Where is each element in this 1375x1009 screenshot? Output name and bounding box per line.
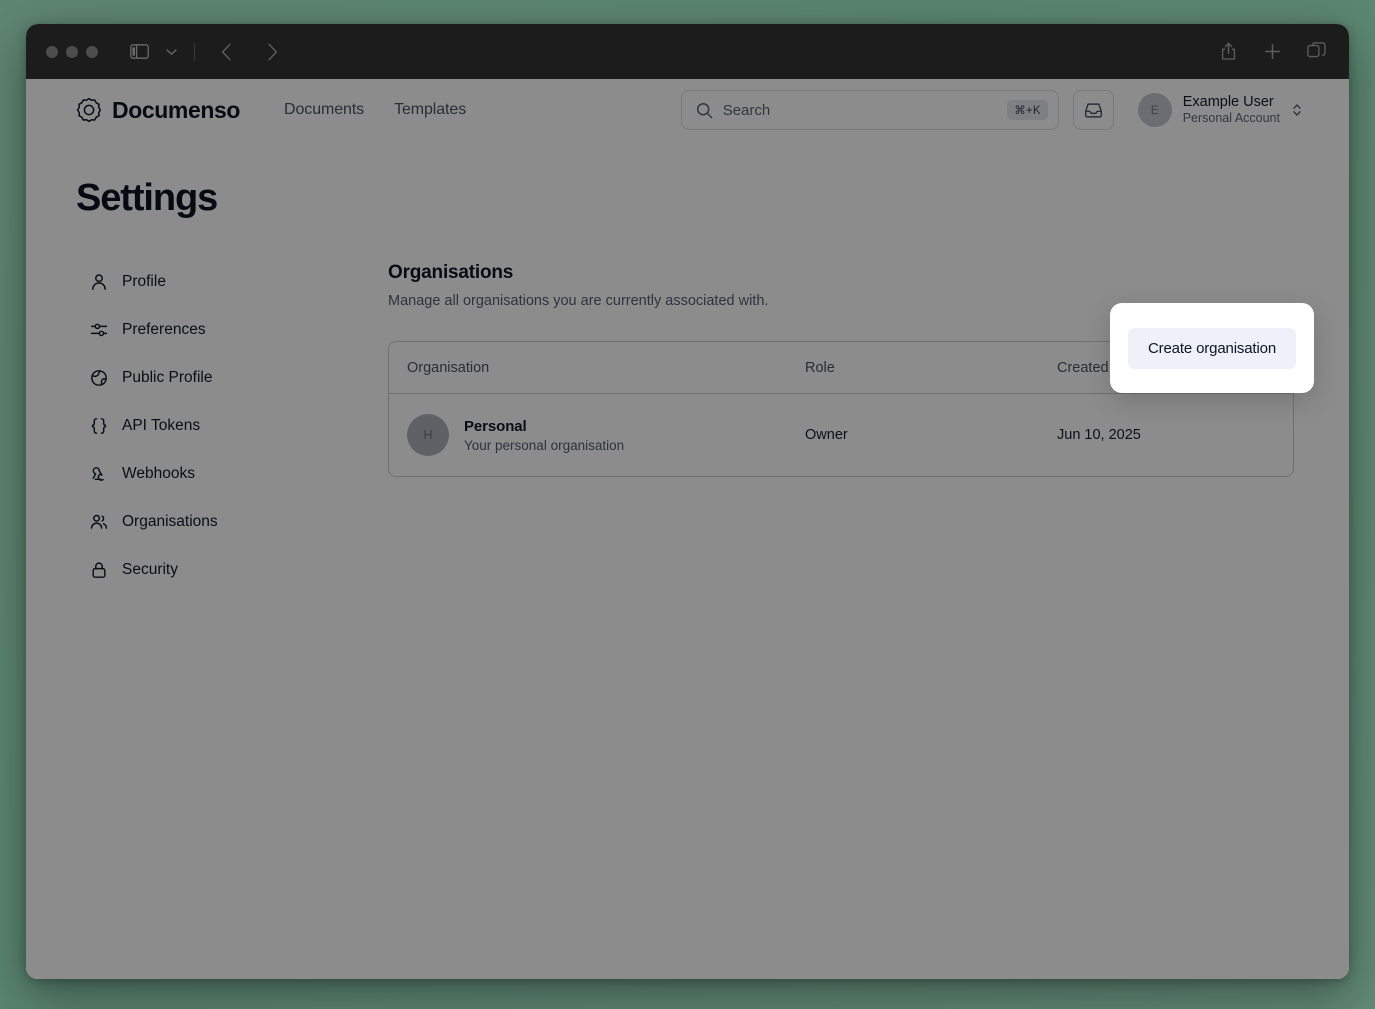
traffic-lights (46, 45, 98, 58)
header-right: Search ⌘+K E Example User Per (680, 90, 1303, 130)
sidebar-item-webhooks[interactable]: Webhooks (76, 454, 354, 494)
cell-role: Owner (805, 427, 848, 443)
close-window-button[interactable] (46, 45, 58, 58)
section-title: Organisations (388, 262, 514, 283)
search-placeholder: Search (722, 101, 771, 119)
new-tab-icon[interactable] (1257, 38, 1287, 66)
sidebar-item-preferences[interactable]: Preferences (76, 310, 354, 350)
user-subtitle: Personal Account (1182, 111, 1280, 126)
chevron-up-down-icon (1291, 101, 1303, 119)
forward-icon[interactable] (257, 38, 287, 66)
search-shortcut-badge: ⌘+K (1007, 100, 1048, 120)
sidebar-item-public-profile[interactable]: Public Profile (76, 358, 354, 398)
user-name: Example User (1182, 94, 1274, 111)
sidebar-item-label: Organisations (122, 513, 218, 530)
sidebar-item-label: Security (122, 561, 178, 578)
toolbar-divider (194, 42, 195, 61)
minimize-window-button[interactable] (66, 45, 78, 58)
sidebar-item-security[interactable]: Security (76, 550, 354, 590)
sidebar-item-label: Webhooks (122, 465, 195, 482)
create-organisation-slot (1103, 262, 1303, 302)
users-icon (90, 513, 108, 531)
back-icon[interactable] (211, 38, 241, 66)
inbox-button[interactable] (1072, 90, 1114, 130)
sliders-icon (90, 321, 108, 339)
cell-organisation: H Personal Your personal organisation (407, 414, 805, 456)
table-row[interactable]: H Personal Your personal organisation Ow… (389, 394, 1293, 476)
brand-logo[interactable]: Documenso (76, 97, 240, 124)
main-nav: Documents Templates (284, 101, 466, 119)
avatar: E (1137, 93, 1172, 127)
inbox-icon (1084, 101, 1103, 120)
tab-overview-icon[interactable] (1301, 38, 1331, 66)
sidebar-item-label: Public Profile (122, 369, 213, 386)
app-header: Documenso Documents Templates Search ⌘+K (26, 79, 1349, 141)
documenso-badge-icon (76, 97, 102, 123)
sidebar-item-organisations[interactable]: Organisations (76, 502, 354, 542)
column-header-organisation: Organisation (407, 359, 490, 376)
sidebar-toggle-icon[interactable] (124, 38, 154, 66)
maximize-window-button[interactable] (86, 45, 98, 58)
organisations-header: Organisations Manage all organisations y… (388, 262, 1303, 309)
organisation-description: Your personal organisation (464, 437, 625, 453)
cell-created-at: Jun 10, 2025 (1057, 427, 1141, 443)
brand-name: Documenso (112, 96, 241, 123)
user-account-menu[interactable]: E Example User Personal Account (1128, 93, 1303, 127)
sidebar-item-profile[interactable]: Profile (76, 262, 354, 302)
organisation-name: Personal (464, 417, 527, 435)
nav-link-templates[interactable]: Templates (394, 101, 467, 118)
user-info: Example User Personal Account (1183, 93, 1280, 127)
braces-icon (90, 417, 108, 435)
lock-icon (90, 561, 108, 579)
share-icon[interactable] (1213, 38, 1243, 66)
create-organisation-button[interactable]: Create organisation (1127, 327, 1297, 369)
organisation-text: Personal Your personal organisation (464, 418, 624, 453)
browser-toolbar-right (1213, 24, 1331, 79)
nav-link-documents[interactable]: Documents (284, 101, 365, 118)
page-title: Settings (76, 177, 218, 219)
browser-window: Documenso Documents Templates Search ⌘+K (26, 24, 1349, 979)
browser-titlebar (26, 24, 1349, 79)
user-icon (90, 273, 108, 291)
search-icon (696, 102, 713, 119)
sidebar-item-api-tokens[interactable]: API Tokens (76, 406, 354, 446)
webhook-icon (90, 465, 108, 483)
organisations-heading-group: Organisations Manage all organisations y… (388, 262, 768, 309)
section-description: Manage all organisations you are current… (388, 293, 769, 309)
settings-sidebar: Profile (76, 260, 354, 598)
sidebar-item-label: Profile (122, 273, 166, 290)
chevron-down-icon[interactable] (156, 38, 186, 66)
app-viewport: Documenso Documents Templates Search ⌘+K (26, 79, 1349, 979)
search-input[interactable]: Search ⌘+K (680, 90, 1059, 130)
column-header-role: Role (805, 359, 835, 376)
organisation-avatar: H (407, 414, 449, 456)
globe-icon (90, 369, 108, 387)
browser-nav-controls (124, 38, 287, 66)
sidebar-item-label: API Tokens (122, 417, 201, 434)
spotlight-highlight-card: Create organisation (1110, 303, 1314, 393)
sidebar-item-label: Preferences (122, 321, 206, 338)
